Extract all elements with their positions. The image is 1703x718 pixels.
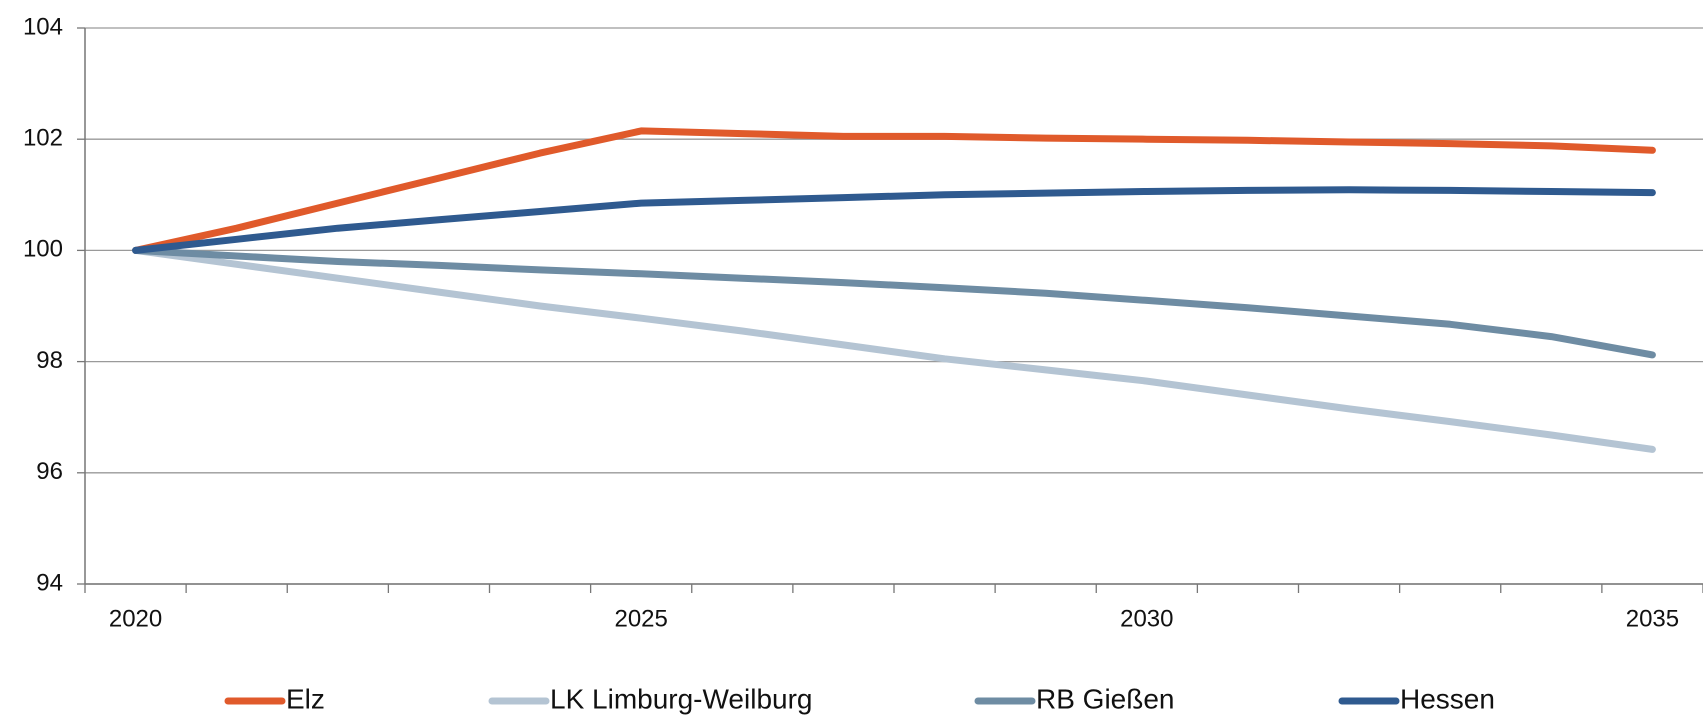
y-tick-label: 94	[36, 569, 63, 596]
series-line	[132, 246, 1656, 453]
legend-label: Elz	[286, 683, 325, 714]
x-tick-label: 2030	[1120, 605, 1173, 632]
series-line	[132, 127, 1656, 254]
series-line	[132, 186, 1656, 254]
legend-label: LK Limburg-Weilburg	[550, 683, 813, 714]
legend-label: RB Gießen	[1036, 683, 1175, 714]
y-tick-label: 96	[36, 458, 63, 485]
legend-label: Hessen	[1400, 683, 1495, 714]
y-tick-label: 100	[23, 236, 63, 263]
x-tick-label: 2020	[109, 605, 162, 632]
x-tick-label: 2025	[614, 605, 667, 632]
y-tick-label: 102	[23, 125, 63, 152]
y-tick-label: 104	[23, 13, 63, 40]
x-tick-label: 2035	[1626, 605, 1679, 632]
y-tick-label: 98	[36, 347, 63, 374]
series-line	[132, 246, 1656, 359]
